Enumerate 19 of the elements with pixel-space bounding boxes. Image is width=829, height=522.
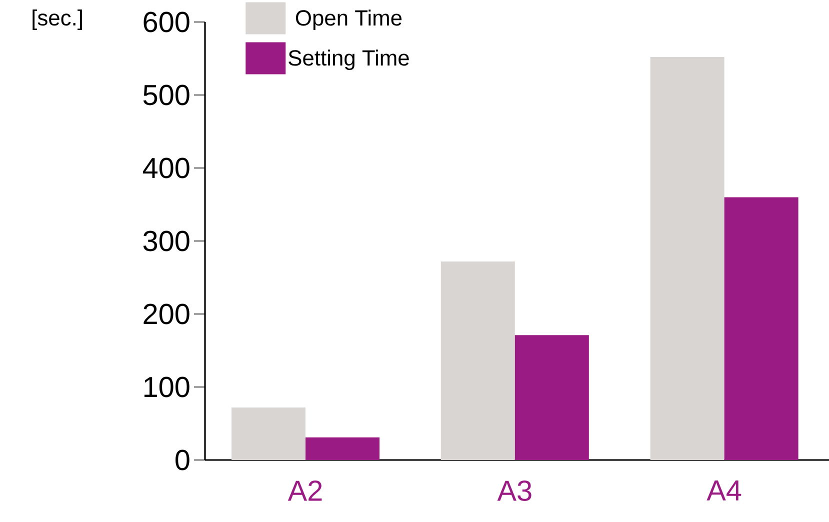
y-tick-label: 500 <box>143 84 190 106</box>
bar <box>440 261 515 460</box>
y-tick-label: 600 <box>144 12 190 32</box>
x-tick-label: A2 <box>288 480 322 501</box>
bar <box>306 437 380 460</box>
bar <box>514 335 589 460</box>
bar <box>724 197 798 460</box>
y-tick-label: 400 <box>142 158 190 178</box>
x-tick-label: A4 <box>706 480 742 500</box>
x-tick-label: A3 <box>497 480 532 501</box>
legend-label: Open Time <box>296 10 402 30</box>
bar <box>650 57 724 460</box>
y-axis-title: [sec.] <box>32 10 82 30</box>
y-tick-label: 300 <box>143 230 190 252</box>
y-tick-label: 100 <box>144 376 190 398</box>
legend-label: Setting Time <box>288 50 409 70</box>
y-tick-label: 200 <box>144 304 190 324</box>
bar <box>232 407 306 460</box>
y-tick-label: 0 <box>176 450 190 470</box>
